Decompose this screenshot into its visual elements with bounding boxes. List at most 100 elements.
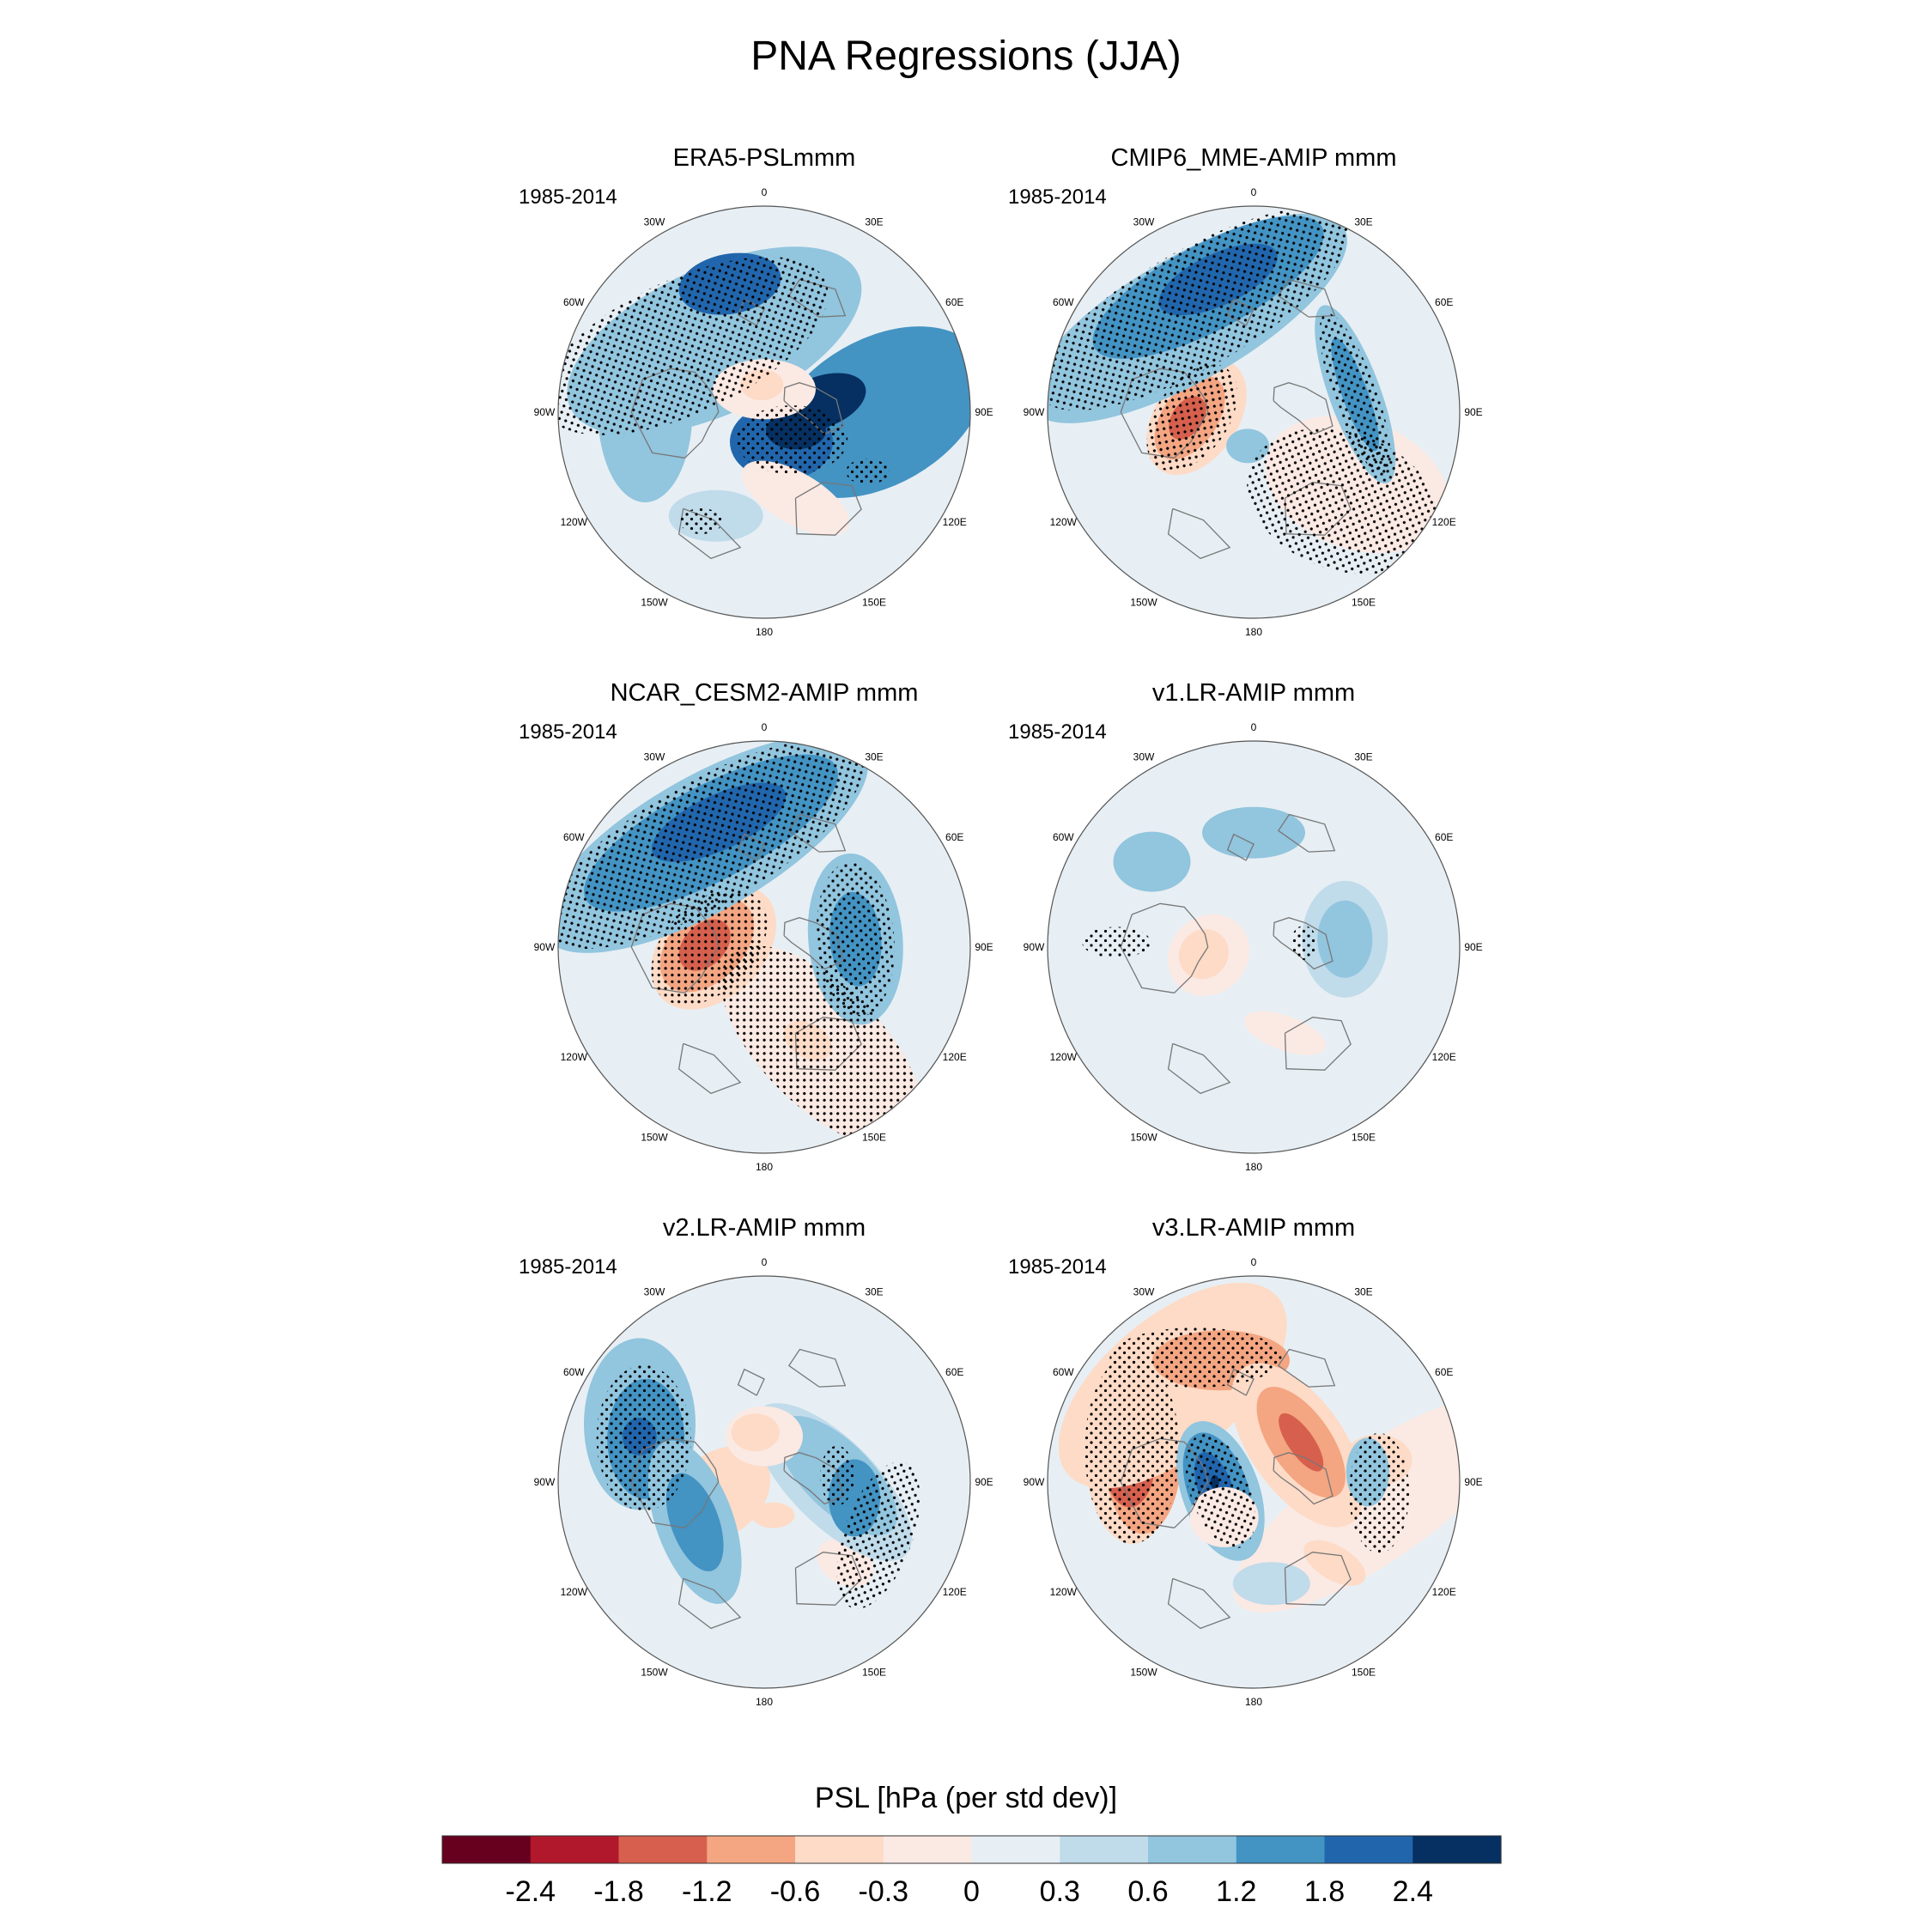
longitude-label: 120W — [561, 516, 588, 528]
significance-stipple — [1247, 428, 1439, 574]
significance-stipple — [1048, 207, 1350, 411]
longitude-label: 30E — [1354, 216, 1372, 228]
longitude-label: 120E — [1432, 516, 1456, 528]
longitude-label: 120E — [943, 1586, 967, 1598]
longitude-label: 90E — [1464, 941, 1482, 953]
longitude-label: 180 — [1245, 1161, 1262, 1173]
panel-ncar-cesm2: NCAR_CESM2-AMIP mmm 1985-2014 0 30E 60E 90E… — [519, 679, 1005, 1188]
longitude-label: 90E — [975, 941, 993, 953]
psl-anomaly-region — [1202, 806, 1305, 859]
panel-period: 1985-2014 — [1008, 1255, 1107, 1279]
map-border — [1047, 205, 1461, 619]
significance-stipple — [720, 945, 922, 1147]
longitude-label: 30W — [1133, 216, 1155, 228]
coastline — [677, 1042, 742, 1095]
panel-title: v3.LR-AMIP mmm — [1151, 1214, 1356, 1242]
panel-v3-lr: v3.LR-AMIP mmm 1985-2014 0 30E 60E 90E 120E 1… — [1008, 1214, 1494, 1722]
longitude-label: 90E — [1464, 406, 1482, 418]
coastline — [794, 482, 862, 536]
longitude-label: 150W — [1130, 597, 1157, 609]
panel-period: 1985-2014 — [519, 185, 617, 209]
longitude-label: 120E — [1432, 1586, 1456, 1598]
colorbar-tick-label: 2.4 — [1393, 1875, 1433, 1908]
polar-map: 0 30E 60E 90E 120E 150E 180 150W 120W 90W 60W 30W — [1024, 186, 1483, 638]
polar-map: 0 30E 60E 90E 120E 150E 180 150W 120W 90W 60W 30W — [534, 1256, 993, 1708]
longitude-label: 120W — [1050, 1586, 1078, 1598]
longitude-label: 150W — [641, 1132, 668, 1144]
significance-stipple — [836, 1461, 920, 1609]
longitude-label: 60W — [1053, 296, 1074, 308]
longitude-label: 90W — [534, 941, 556, 953]
colorbar-tick-label: 1.2 — [1216, 1875, 1256, 1908]
significance-stipple — [1082, 927, 1151, 958]
panel-title: NCAR_CESM2-AMIP mmm — [610, 679, 919, 707]
longitude-label: 60W — [563, 831, 585, 843]
longitude-label: 180 — [756, 626, 773, 638]
colorbar-tick-label: -0.3 — [859, 1875, 909, 1908]
polar-map: 0 30E 60E 90E 120E 150E 180 150W 120W 90W 60W 30W — [1024, 721, 1483, 1173]
longitude-label: 150W — [1130, 1132, 1157, 1144]
longitude-label: 90W — [1024, 941, 1045, 953]
coastline — [1226, 833, 1255, 861]
longitude-label: 0 — [1251, 186, 1257, 198]
panel-v1-lr: v1.LR-AMIP mmm 1985-2014 0 30E 60E 90E 120E 1… — [1008, 679, 1494, 1188]
map-border — [1047, 1275, 1461, 1689]
longitude-label: 0 — [1251, 721, 1257, 733]
panel-period: 1985-2014 — [519, 1255, 617, 1279]
colorbar-swatch — [442, 1836, 532, 1863]
longitude-label: 0 — [762, 186, 768, 198]
longitude-label: 60E — [1435, 296, 1453, 308]
longitude-label: 120W — [561, 1586, 588, 1598]
panel-cmip6-mme: CMIP6_MME-AMIP mmm 1985-2014 0 30E 60E 90E 1… — [1008, 144, 1494, 653]
colorbar-tick-label: 1.8 — [1304, 1875, 1345, 1908]
colorbar-swatch — [1148, 1836, 1237, 1863]
longitude-label: 30W — [644, 750, 665, 762]
coastline — [1273, 1452, 1334, 1505]
longitude-label: 150E — [862, 1132, 886, 1144]
longitude-label: 60E — [945, 296, 963, 308]
longitude-label: 30E — [865, 1285, 883, 1297]
significance-stipple — [1084, 1355, 1180, 1544]
longitude-label: 90E — [975, 1476, 993, 1488]
psl-anomaly-region — [1317, 900, 1373, 978]
coastline — [1167, 1577, 1231, 1630]
panel-title: ERA5-PSLmmm — [672, 144, 856, 172]
significance-stipple — [558, 257, 829, 435]
longitude-label: 120W — [561, 1051, 588, 1063]
longitude-label: 90W — [1024, 406, 1045, 418]
longitude-label: 150W — [1130, 1667, 1157, 1679]
colorbar-swatch — [795, 1836, 884, 1863]
colorbar-swatch — [1324, 1836, 1413, 1863]
longitude-label: 60E — [1435, 831, 1453, 843]
coastline — [677, 1577, 742, 1630]
colorbar-swatch — [530, 1836, 620, 1863]
coastline — [1167, 1042, 1231, 1095]
longitude-label: 180 — [756, 1161, 773, 1173]
longitude-label: 30W — [1133, 750, 1155, 762]
longitude-label: 120E — [943, 1051, 967, 1063]
significance-stipple — [1319, 313, 1391, 476]
longitude-label: 150E — [862, 1667, 886, 1679]
coastline — [1277, 1348, 1336, 1388]
coastline — [1167, 507, 1231, 560]
longitude-label: 150E — [1352, 1667, 1376, 1679]
longitude-label: 120E — [1432, 1051, 1456, 1063]
psl-anomaly-region — [731, 1413, 780, 1452]
longitude-label: 30E — [1354, 1285, 1372, 1297]
longitude-label: 150W — [641, 597, 668, 609]
colorbar-tick-label: -1.8 — [593, 1875, 644, 1908]
significance-stipple — [1349, 1432, 1410, 1553]
longitude-label: 150E — [1352, 1132, 1376, 1144]
significance-stipple — [558, 741, 865, 950]
longitude-label: 60W — [563, 296, 585, 308]
map-border — [557, 740, 971, 1154]
coastline — [1284, 1552, 1352, 1606]
longitude-label: 30W — [1133, 1285, 1155, 1297]
longitude-label: 180 — [1245, 1696, 1262, 1708]
longitude-label: 60E — [945, 1366, 963, 1378]
longitude-label: 30E — [865, 216, 883, 228]
polar-map: 0 30E 60E 90E 120E 150E 180 150W 120W 90W 60W 30W — [1024, 1256, 1483, 1708]
longitude-label: 150E — [1352, 597, 1376, 609]
colorbar-swatch — [1413, 1836, 1502, 1863]
colorbar-title: PSL [hPa (per std dev)] — [814, 1782, 1118, 1814]
